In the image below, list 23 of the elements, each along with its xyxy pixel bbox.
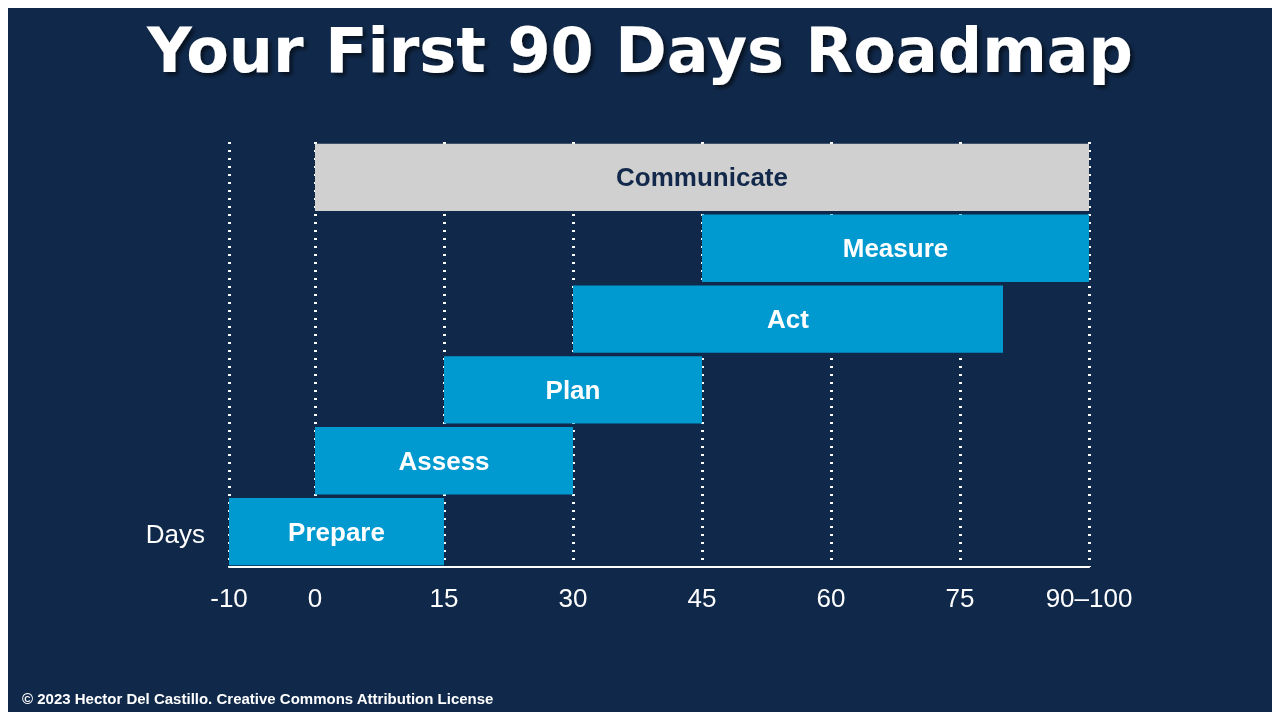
bar — [702, 214, 1089, 282]
bar — [229, 497, 444, 566]
x-tick-label: 45 — [687, 583, 717, 613]
y-tick-label: Prepare — [288, 516, 385, 547]
bar — [444, 356, 702, 424]
bar — [315, 427, 573, 495]
x-tick-label: 90–100 — [1045, 583, 1133, 613]
y-tick-label: Communicate — [616, 162, 788, 193]
x-tick-label: 60 — [816, 583, 846, 613]
chart-title: Your First 90 Days Roadmap — [146, 13, 1133, 87]
x-tick-label: -10 — [210, 583, 248, 613]
x-tick-label: 30 — [558, 583, 588, 613]
x-axis-title: Days — [145, 519, 205, 549]
bar — [315, 143, 1089, 212]
text: © 2023 Hector Del Castillo. Creative Commons Attribution License — [22, 690, 494, 707]
y-tick-label: Measure — [842, 233, 949, 264]
bar — [573, 285, 1003, 353]
x-tick-label: 0 — [307, 583, 323, 613]
x-tick-label: 15 — [429, 583, 459, 613]
y-tick-label: Plan — [545, 374, 601, 405]
y-tick-label: Assess — [398, 445, 490, 476]
y-tick-label: Act — [767, 304, 810, 335]
x-tick-label: 75 — [945, 583, 975, 613]
